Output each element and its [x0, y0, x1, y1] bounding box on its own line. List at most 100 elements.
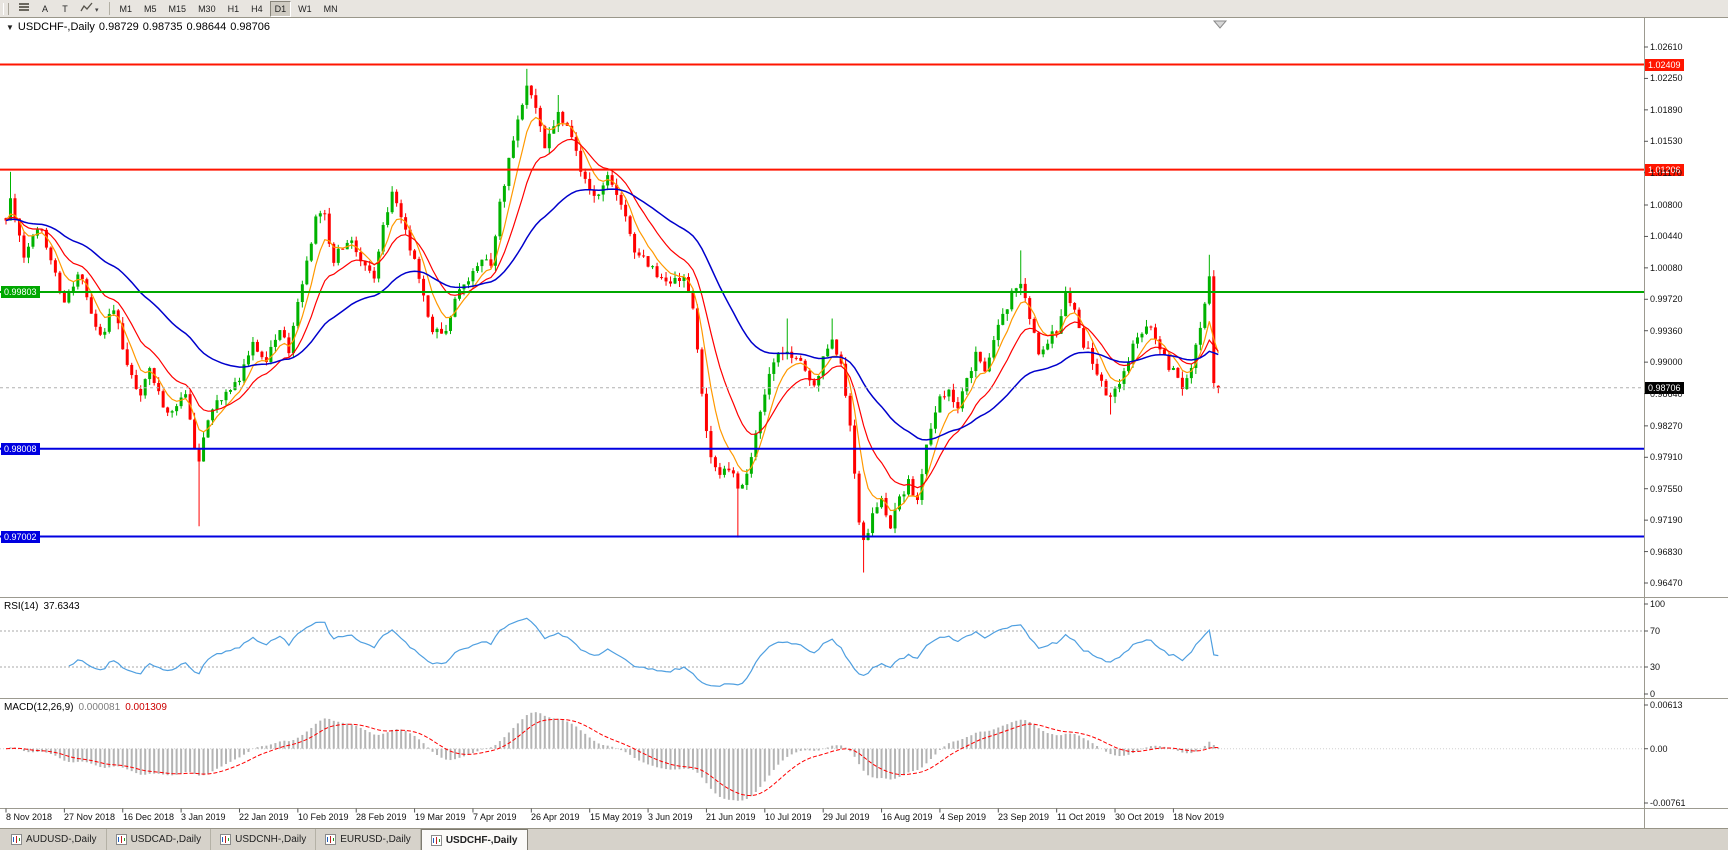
level-price-label[interactable]: 0.98008 — [1, 443, 40, 455]
price-axis-label: 1.00440 — [1650, 231, 1683, 241]
macd-main-value: 0.000081 — [78, 702, 121, 713]
timeframe-button-h1[interactable]: H1 — [223, 1, 245, 17]
rsi-value: 37.6343 — [43, 601, 80, 612]
chart-tab-eurusd[interactable]: EURUSD-,Daily — [316, 829, 421, 850]
macd-signal-line — [5, 718, 1219, 797]
chart-tab-label: EURUSD-,Daily — [340, 834, 411, 845]
draw-tool-button[interactable]: ▾ — [75, 1, 104, 17]
ohlc-low: 0.98644 — [186, 21, 227, 33]
date-axis-label: 3 Jan 2019 — [181, 812, 226, 822]
timeframe-button-d1[interactable]: D1 — [269, 0, 292, 17]
price-axis-label: 0.99720 — [1650, 294, 1683, 304]
date-axis-label: 26 Apr 2019 — [531, 812, 580, 822]
chart-tab-bar: AUDUSD-,Daily USDCAD-,Daily USDCNH-,Daily E… — [0, 828, 1728, 850]
toolbar-separator — [108, 2, 110, 15]
chart-shift-marker[interactable] — [1212, 20, 1228, 29]
price-axis-label: 1.01530 — [1650, 136, 1683, 146]
price-axis-label: 0.97910 — [1650, 452, 1683, 462]
chart-tab-label: USDCAD-,Daily — [130, 834, 202, 845]
rsi-indicator-title: RSI(14) 37.6343 — [4, 601, 85, 612]
timeframe-button-h4[interactable]: H4 — [246, 1, 268, 17]
date-axis-label: 8 Nov 2018 — [6, 812, 53, 822]
date-axis-label: 19 Mar 2019 — [415, 812, 466, 822]
timeframe-button-m5[interactable]: M5 — [139, 1, 162, 17]
timeframe-button-m15[interactable]: M15 — [164, 1, 192, 17]
toolbar-grip[interactable] — [3, 2, 9, 15]
date-axis-label: 3 Jun 2019 — [648, 812, 693, 822]
current-price-label: 0.98706 — [1645, 382, 1684, 394]
text-tool-button[interactable]: T — [55, 1, 75, 17]
chevron-down-icon: ▾ — [95, 6, 99, 14]
date-axis-label: 21 Jun 2019 — [706, 812, 756, 822]
level-price-label[interactable]: 1.01206 — [1645, 164, 1684, 176]
price-axis-label: 1.02610 — [1650, 42, 1683, 52]
timeframe-button-m30[interactable]: M30 — [193, 1, 221, 17]
date-axis-label: 23 Sep 2019 — [998, 812, 1050, 822]
date-axis-label: 16 Dec 2018 — [123, 812, 175, 822]
rsi-axis-label: 0 — [1650, 689, 1656, 699]
price-axis-label: 0.99000 — [1650, 357, 1683, 367]
chart-tab-usdcnh[interactable]: USDCNH-,Daily — [211, 829, 317, 850]
date-axis-label: 16 Aug 2019 — [882, 812, 933, 822]
level-price-label[interactable]: 0.99803 — [1, 286, 40, 298]
rsi-axis-label: 30 — [1650, 662, 1661, 672]
chart-tab-usdchf[interactable]: USDCHF-,Daily — [420, 829, 528, 850]
date-axis-label: 27 Nov 2018 — [64, 812, 116, 822]
date-axis-label: 4 Sep 2019 — [940, 812, 987, 822]
price-axis-label: 1.01890 — [1650, 105, 1683, 115]
price-axis-label: 1.00800 — [1650, 200, 1683, 210]
price-axis-label: 0.96470 — [1650, 578, 1683, 588]
ohlc-close: 0.98706 — [230, 21, 270, 33]
timeframe-button-mn[interactable]: MN — [319, 1, 343, 17]
symbol-period-label: USDCHF-,Daily — [17, 21, 95, 33]
macd-signal-value: 0.001309 — [125, 702, 167, 713]
chart-tab-icon — [11, 834, 22, 845]
date-axis-label: 18 Nov 2019 — [1173, 812, 1225, 822]
font-tool-button[interactable]: A — [35, 1, 55, 17]
one-click-trading-arrow[interactable]: ▼ — [6, 23, 14, 32]
macd-axis-label: -0.00761 — [1650, 798, 1686, 808]
level-price-label[interactable]: 0.97002 — [1, 531, 40, 543]
chart-ohlc-header: ▼ USDCHF-,Daily 0.98729 0.98735 0.98644 0.987… — [6, 21, 274, 33]
ma-line-fast — [5, 116, 1219, 512]
macd-name: MACD(12,26,9) — [4, 702, 74, 713]
macd-axis-label: 0.00 — [1650, 744, 1668, 754]
price-axis-label: 0.97550 — [1650, 484, 1683, 494]
price-axis-label: 0.99360 — [1650, 326, 1683, 336]
chart-tab-icon — [430, 834, 442, 846]
chart-tab-icon — [220, 834, 232, 845]
price-axis-label: 0.97190 — [1650, 515, 1683, 525]
price-axis-label: 1.02250 — [1650, 73, 1683, 83]
ohlc-high: 0.98735 — [142, 21, 183, 33]
chart-tab-audusd[interactable]: AUDUSD-,Daily — [2, 829, 107, 850]
date-axis-label: 10 Jul 2019 — [765, 812, 812, 822]
date-axis-label: 28 Feb 2019 — [356, 812, 407, 822]
ma-line-mid — [5, 138, 1219, 489]
rsi-axis-label: 100 — [1650, 599, 1666, 609]
toolbar: A T ▾ M1 M5 M15 M30 H1 H4 D1 W1 MN — [0, 0, 1728, 18]
chart-tab-label: USDCHF-,Daily — [445, 834, 518, 846]
price-axis-label: 1.00080 — [1650, 263, 1683, 273]
price-axis-label: 0.96830 — [1650, 547, 1683, 557]
zigzag-icon — [80, 2, 93, 11]
timeframe-button-w1[interactable]: W1 — [293, 1, 317, 17]
date-axis-label: 11 Oct 2019 — [1057, 812, 1106, 822]
rsi-name: RSI(14) — [4, 601, 39, 612]
chart-tab-usdcad[interactable]: USDCAD-,Daily — [107, 829, 212, 850]
level-price-label[interactable]: 1.02409 — [1645, 59, 1684, 71]
macd-histogram — [9, 712, 1220, 801]
date-axis-label: 7 Apr 2019 — [473, 812, 517, 822]
macd-indicator-title: MACD(12,26,9) 0.000081 0.001309 — [4, 702, 172, 713]
chart-tab-label: USDCNH-,Daily — [235, 834, 307, 845]
hamburger-icon — [19, 2, 29, 11]
price-axis-label: 1.01170 — [1650, 168, 1682, 178]
date-axis-label: 29 Jul 2019 — [823, 812, 870, 822]
timeframe-button-m1[interactable]: M1 — [115, 1, 138, 17]
candlestick-series — [4, 68, 1220, 573]
chart-tab-icon — [325, 834, 337, 845]
ma-line-slow — [5, 188, 1219, 441]
date-axis-label: 15 May 2019 — [590, 812, 643, 822]
rsi-line — [68, 617, 1219, 687]
charts-menu-icon[interactable] — [13, 1, 35, 17]
